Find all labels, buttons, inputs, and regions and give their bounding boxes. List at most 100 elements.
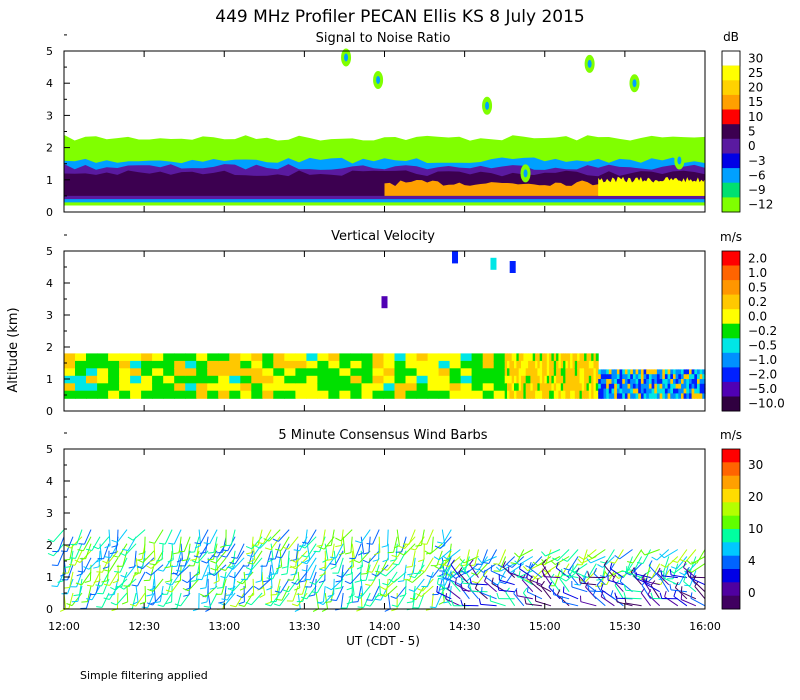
vv-cell — [697, 393, 701, 399]
wind-barb — [663, 556, 670, 572]
wind-barb — [101, 557, 110, 573]
vv-cell — [86, 375, 98, 384]
vv-cell — [317, 360, 329, 369]
vv-cell — [659, 388, 663, 394]
colorbar-label: −3 — [748, 154, 766, 168]
wind-barb — [154, 550, 164, 566]
wind-barb — [414, 564, 425, 578]
vv-cell — [591, 383, 595, 392]
wind-barb — [170, 564, 173, 581]
wind-barb-feather — [345, 573, 352, 576]
wind-barb — [448, 543, 452, 560]
wind-barb — [205, 536, 209, 553]
wind-barb-feather — [610, 590, 614, 597]
wind-barb — [499, 556, 507, 572]
wind-barb — [57, 550, 65, 566]
vv-cell — [675, 379, 679, 385]
wind-barb — [57, 571, 65, 587]
wind-barb — [297, 592, 301, 609]
wind-barb — [690, 597, 706, 607]
vv-cell — [482, 353, 495, 362]
vv-cell — [558, 383, 562, 392]
wind-barb — [528, 567, 543, 578]
wind-barb-feather — [148, 541, 155, 544]
vv-cell — [577, 353, 580, 362]
vv-cell — [570, 383, 573, 392]
wind-barb-feather — [406, 601, 413, 604]
plot-area-wind — [47, 529, 706, 612]
wind-barb-feather — [541, 566, 547, 572]
wind-barb-feather — [201, 560, 208, 564]
colorbar-vv: m/s2.01.00.50.20.0−0.2−0.5−1.0−2.0−5.0−1… — [720, 230, 785, 412]
colorbar-swatch — [722, 197, 740, 213]
wind-barb-feather — [372, 559, 379, 562]
vv-cell — [207, 383, 219, 392]
vv-cell — [560, 375, 564, 384]
vv-cell — [218, 375, 230, 384]
vv-cell — [130, 353, 142, 362]
wind-barb-feather — [266, 587, 273, 591]
wind-barb-feather — [299, 545, 306, 548]
vv-cell — [207, 390, 219, 399]
figure-title: 449 MHz Profiler PECAN Ellis KS 8 July 2… — [215, 7, 584, 27]
wind-barb-feather — [532, 575, 538, 580]
wind-barb-feather — [374, 594, 381, 598]
wind-barb-feather — [433, 556, 440, 561]
vv-cell — [350, 368, 362, 377]
vv-cell — [361, 383, 374, 392]
wind-barb-feather — [330, 599, 337, 601]
wind-barb — [545, 549, 552, 565]
vv-cell — [229, 353, 241, 362]
wind-barb — [548, 586, 561, 600]
wind-barb-feather — [63, 587, 70, 589]
wind-barb — [357, 585, 362, 602]
vv-cell — [471, 390, 484, 399]
vv-cell — [152, 353, 164, 362]
vv-cell — [558, 353, 562, 362]
plot-area-snr — [64, 48, 705, 206]
vv-cell — [328, 353, 340, 362]
wind-barb-feather — [317, 601, 324, 606]
vv-cell — [482, 375, 495, 384]
wind-barb-feather — [190, 580, 197, 582]
vv-cell — [163, 353, 175, 362]
wind-barb — [518, 576, 534, 586]
vv-cell — [511, 368, 515, 377]
wind-barb — [278, 529, 290, 542]
wind-barb-feather — [221, 598, 228, 601]
wind-barb-feather — [440, 560, 445, 566]
colorbar-swatch — [722, 182, 740, 198]
wind-barb — [499, 579, 515, 586]
wind-barb-feather — [460, 559, 465, 565]
vv-cell — [588, 375, 592, 384]
vv-cell — [530, 390, 534, 399]
vv-cell — [654, 374, 658, 380]
vv-cell — [284, 368, 296, 377]
vv-cell — [586, 353, 590, 362]
wind-barb — [484, 580, 497, 593]
wind-barb-feather — [301, 555, 308, 558]
vv-cell — [185, 375, 197, 384]
x-tick-label: 16:00 — [689, 620, 721, 633]
vv-cell — [675, 369, 679, 375]
vv-cell — [595, 383, 599, 392]
wind-barb — [474, 549, 479, 566]
wind-barb-feather — [434, 545, 441, 549]
vv-cell — [460, 375, 473, 384]
wind-barb-feather — [482, 569, 486, 576]
wind-barb — [161, 543, 164, 560]
y-tick-label: 4 — [46, 277, 53, 290]
vv-cell — [528, 360, 531, 369]
x-tick-label: 13:30 — [289, 620, 321, 633]
wind-barb — [447, 556, 461, 568]
vv-cell — [646, 369, 650, 375]
vv-cell — [662, 388, 666, 394]
vv-cell — [251, 360, 263, 369]
vv-cell — [586, 360, 590, 369]
vv-cell — [229, 360, 241, 369]
wind-barb-feather — [445, 571, 448, 578]
wind-barb-feather — [408, 589, 415, 592]
vv-cell — [507, 375, 510, 384]
vv-cell — [108, 353, 120, 362]
vv-cell — [108, 368, 120, 377]
